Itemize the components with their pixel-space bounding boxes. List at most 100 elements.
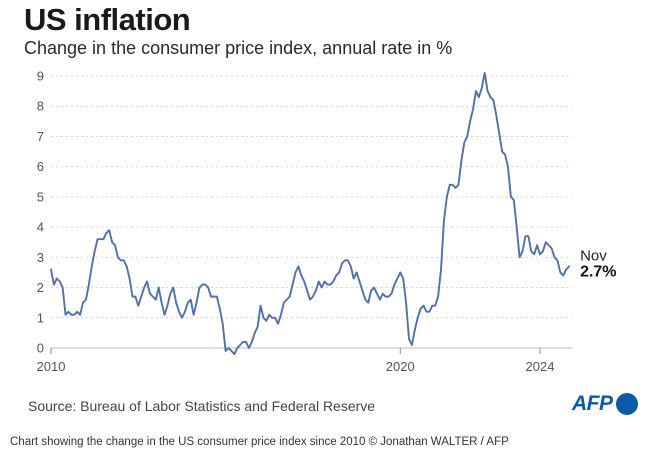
data-point xyxy=(119,259,122,262)
data-point xyxy=(326,283,329,286)
data-point xyxy=(53,283,56,286)
data-point xyxy=(413,328,416,331)
data-point xyxy=(460,159,463,162)
data-point xyxy=(87,283,90,286)
data-point xyxy=(504,153,507,156)
data-point xyxy=(431,304,434,307)
data-point xyxy=(367,301,370,304)
data-point xyxy=(285,298,288,301)
data-point xyxy=(329,283,332,286)
data-point xyxy=(312,295,315,298)
data-point xyxy=(291,283,294,286)
data-point xyxy=(105,232,108,235)
data-point xyxy=(536,244,539,247)
data-point xyxy=(530,250,533,253)
data-point xyxy=(454,186,457,189)
y-tick-label: 7 xyxy=(37,129,44,144)
data-point xyxy=(352,277,355,280)
y-axis-ticks: 0 1 2 3 4 5 6 7 8 9 xyxy=(37,69,44,356)
x-axis-ticks: 2010 2020 2024 xyxy=(37,348,555,374)
data-point xyxy=(70,313,73,316)
data-point xyxy=(218,307,221,310)
data-point xyxy=(393,283,396,286)
data-point xyxy=(239,344,242,347)
last-point-month-label: Nov xyxy=(580,247,607,264)
data-point xyxy=(501,150,504,153)
data-point xyxy=(259,304,262,307)
data-point xyxy=(169,292,172,295)
data-point xyxy=(274,316,277,319)
data-point xyxy=(50,268,53,271)
data-point xyxy=(183,310,186,313)
data-point xyxy=(463,141,466,144)
data-point xyxy=(131,295,134,298)
data-point xyxy=(262,316,265,319)
data-point xyxy=(166,304,169,307)
data-point xyxy=(99,238,102,241)
y-tick-label: 2 xyxy=(37,280,44,295)
data-point xyxy=(428,310,431,313)
data-point xyxy=(346,259,349,262)
data-point xyxy=(349,265,352,268)
data-point xyxy=(157,286,160,289)
data-point xyxy=(556,259,559,262)
data-point xyxy=(373,286,376,289)
afp-logo: AFP xyxy=(572,392,638,416)
x-tick-label: 2024 xyxy=(526,359,555,374)
data-point xyxy=(114,244,117,247)
data-point xyxy=(492,99,495,102)
data-point xyxy=(90,265,93,268)
data-point xyxy=(288,295,291,298)
x-tick-label: 2010 xyxy=(37,359,66,374)
data-point xyxy=(137,304,140,307)
data-point xyxy=(402,277,405,280)
data-point xyxy=(79,313,82,316)
y-tick-label: 8 xyxy=(37,99,44,114)
afp-logo-circle-icon xyxy=(615,393,638,415)
data-point xyxy=(192,313,195,316)
data-point xyxy=(376,292,379,295)
data-point xyxy=(527,235,530,238)
data-point xyxy=(472,108,475,111)
data-point xyxy=(384,295,387,298)
data-point xyxy=(227,347,230,350)
data-point xyxy=(309,298,312,301)
data-point xyxy=(378,298,381,301)
y-tick-label: 6 xyxy=(37,159,44,174)
data-point xyxy=(451,183,454,186)
data-point xyxy=(448,183,451,186)
data-point xyxy=(93,250,96,253)
data-point xyxy=(253,331,256,334)
data-point xyxy=(466,135,469,138)
data-point xyxy=(178,310,181,313)
data-point xyxy=(533,253,536,256)
data-point xyxy=(332,280,335,283)
data-points xyxy=(50,72,571,356)
data-point xyxy=(204,283,207,286)
data-point xyxy=(320,286,323,289)
data-point xyxy=(111,241,114,244)
data-point xyxy=(445,195,448,198)
data-point xyxy=(216,295,219,298)
y-tick-label: 3 xyxy=(37,250,44,265)
data-point xyxy=(108,229,111,232)
y-tick-label: 4 xyxy=(37,220,44,235)
data-point xyxy=(539,253,542,256)
data-point xyxy=(160,301,163,304)
data-point xyxy=(512,199,515,202)
data-point xyxy=(271,316,274,319)
data-point xyxy=(419,307,422,310)
data-point xyxy=(125,265,128,268)
data-point xyxy=(175,301,178,304)
data-point xyxy=(189,298,192,301)
afp-logo-text: AFP xyxy=(572,392,613,415)
x-tick-label: 2020 xyxy=(386,359,415,374)
data-point xyxy=(443,220,446,223)
data-point xyxy=(547,244,550,247)
data-point xyxy=(396,277,399,280)
data-point xyxy=(163,313,166,316)
data-point xyxy=(280,313,283,316)
data-point xyxy=(361,289,364,292)
data-point xyxy=(143,286,146,289)
data-point xyxy=(341,262,344,265)
